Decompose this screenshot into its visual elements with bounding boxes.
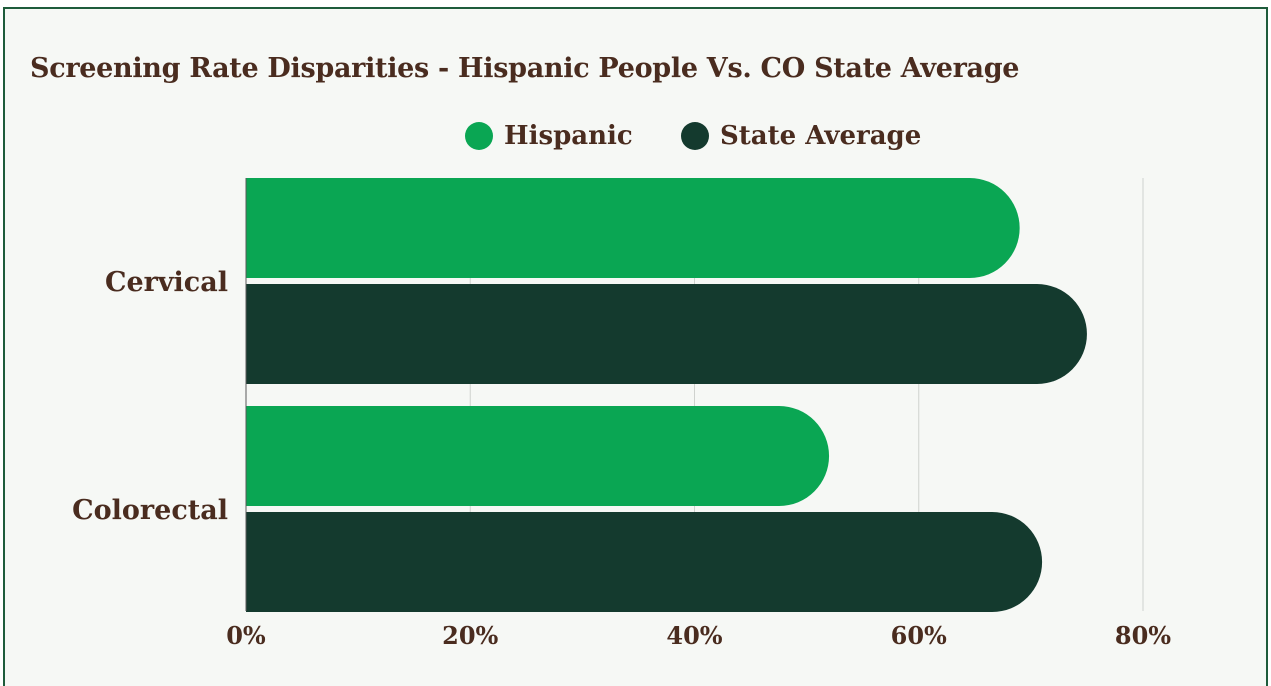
x-tick-label-40: 40%: [666, 621, 722, 650]
category-label-cervical: Cervical: [105, 267, 228, 298]
x-tick-label-0: 0%: [226, 621, 266, 650]
bar-cervical-state-average: [246, 284, 1087, 384]
category-label-colorectal: Colorectal: [72, 495, 228, 526]
bar-colorectal-state-average: [246, 512, 1043, 612]
legend-swatch-state-average: [681, 122, 709, 150]
legend-label-hispanic: Hispanic: [504, 121, 633, 151]
x-tick-label-20: 20%: [442, 621, 498, 650]
bar-cervical-hispanic: [246, 178, 1020, 278]
x-tick-label-60: 60%: [891, 621, 947, 650]
legend-item-hispanic[interactable]: Hispanic: [465, 120, 633, 152]
chart-title: Screening Rate Disparities - Hispanic Pe…: [30, 53, 1020, 84]
x-tick-label-80: 80%: [1115, 621, 1171, 650]
bar-colorectal-hispanic: [246, 406, 830, 506]
legend-swatch-hispanic: [465, 122, 493, 150]
legend-label-state-average: State Average: [720, 121, 922, 151]
legend-item-state-average[interactable]: State Average: [681, 120, 921, 152]
